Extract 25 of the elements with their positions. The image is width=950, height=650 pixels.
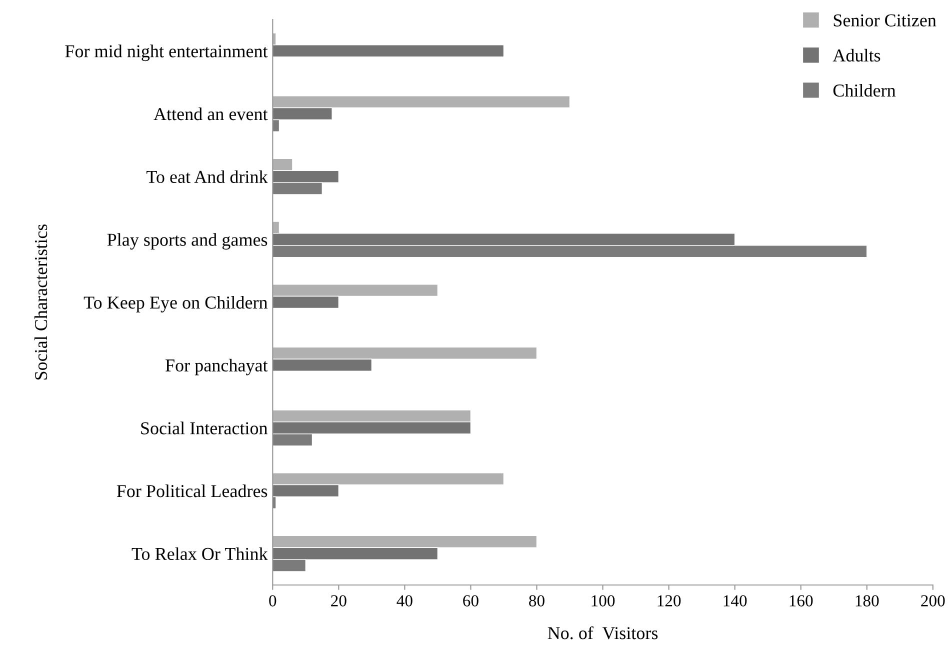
y-tick-label: To Relax Or Think: [132, 547, 268, 560]
x-tick-label: 160: [790, 595, 813, 606]
x-tick-label: 80: [529, 595, 544, 606]
x-tick-label: 0: [269, 595, 276, 606]
legend-label: Childern: [833, 84, 896, 97]
x-tick-label: 40: [396, 595, 412, 606]
y-tick-label: Attend an event: [154, 107, 268, 120]
legend-label: Adults: [832, 48, 880, 62]
x-axis-title: No. of Visitors: [548, 626, 658, 640]
x-tick-label: 100: [592, 595, 615, 606]
y-axis-title: Social Characteristics: [34, 224, 48, 380]
x-tick-label: 20: [331, 595, 346, 606]
y-tick-label: Social Interaction: [141, 422, 268, 434]
y-tick-label: Play sports and games: [107, 233, 268, 250]
y-tick-label: To eat And drink: [146, 170, 268, 184]
y-tick-label: For Political Leadres: [116, 484, 268, 498]
legend-label: Senior Citizen: [834, 14, 936, 26]
x-tick-label: 120: [658, 595, 681, 606]
x-tick-label: 140: [724, 595, 747, 606]
x-tick-label: 60: [463, 595, 478, 606]
x-tick-label: 180: [856, 595, 879, 606]
x-tick-label: 200: [921, 595, 945, 606]
y-tick-label: To Keep Eye on Childern: [84, 296, 268, 312]
y-tick-label: For panchayat: [166, 358, 268, 376]
y-tick-label: For mid night entertainment: [65, 44, 268, 62]
